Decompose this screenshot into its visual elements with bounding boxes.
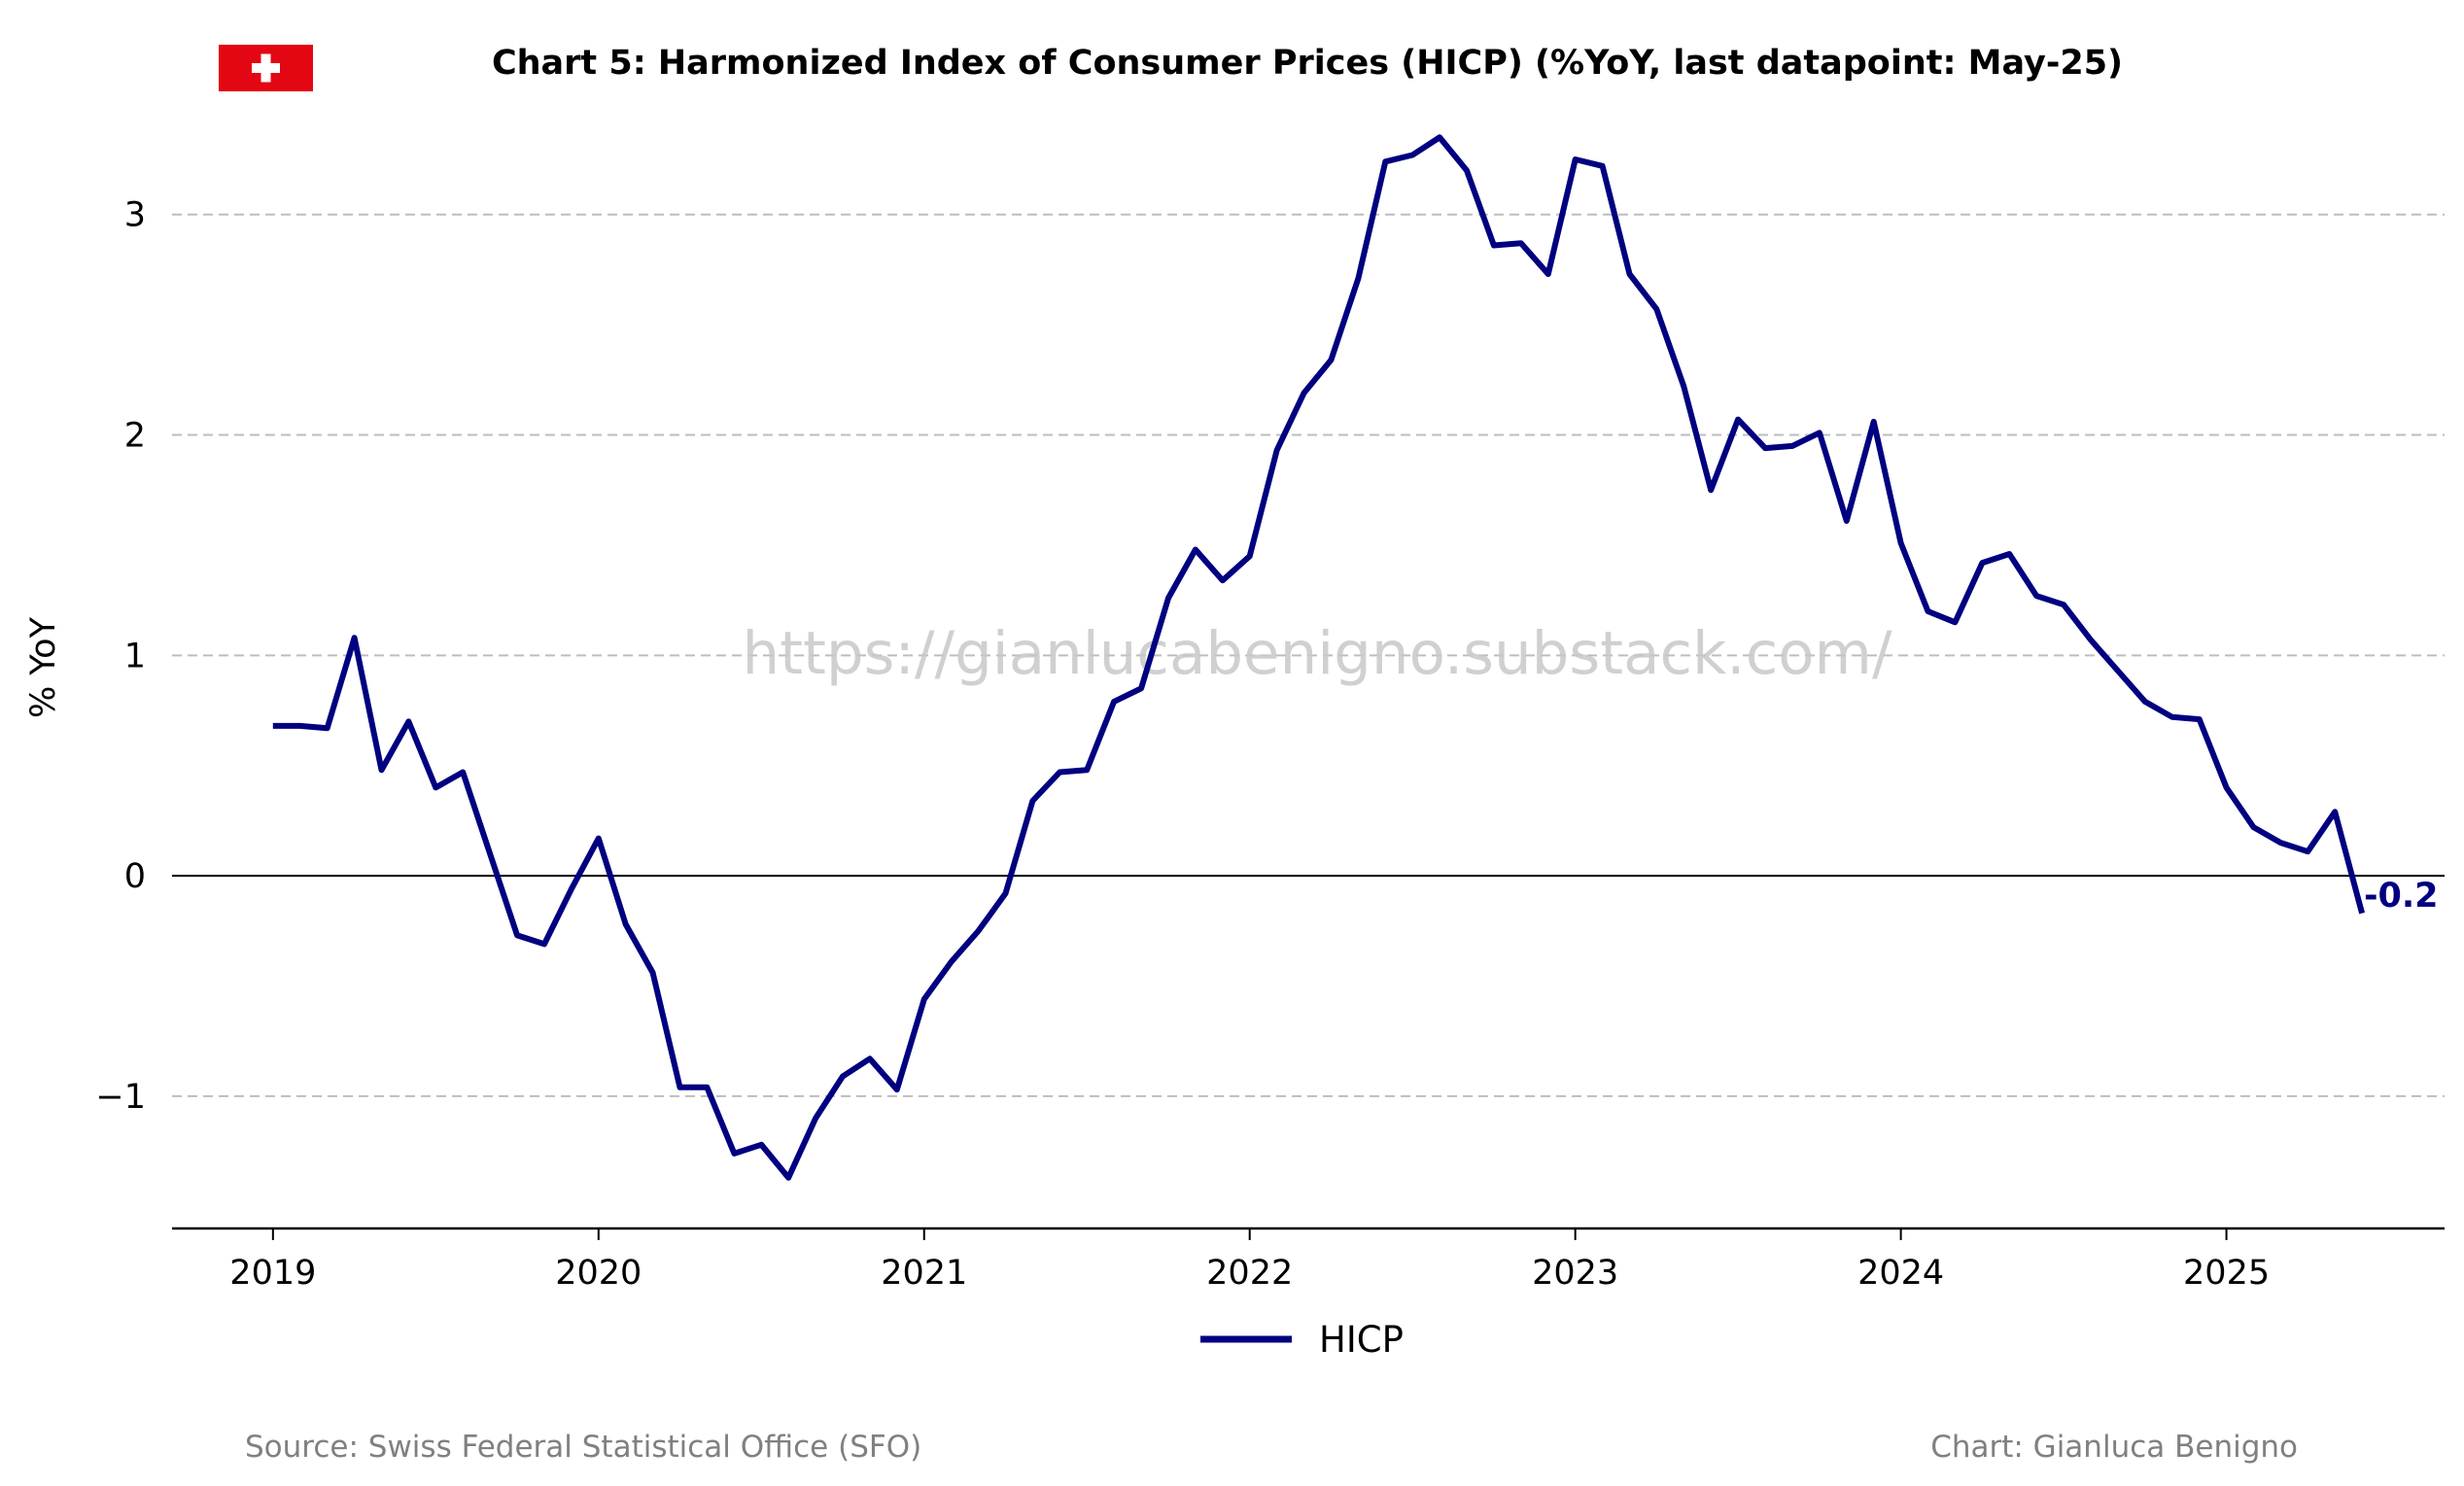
y-tick-label: 3 [124,196,146,235]
y-axis: −1 0 1 2 3 [95,196,146,1117]
y-tick-label: 1 [124,637,146,675]
legend: HICP [1200,1319,1404,1361]
footer-source: Source: Swiss Federal Statistical Office… [245,1430,921,1465]
watermark: https://gianlucabenigno.substack.com/ [742,619,1892,688]
footer-credit: Chart: Gianluca Benigno [1930,1430,2298,1465]
x-tick-label: 2022 [1206,1254,1293,1293]
swiss-flag-icon [219,45,313,91]
x-tick-label: 2024 [1857,1254,1944,1293]
y-tick-label: −1 [95,1078,146,1117]
chart-title: Chart 5: Harmonized Index of Consumer Pr… [492,44,2123,83]
y-tick-label: 2 [124,417,146,456]
series-lines [272,134,2365,1181]
legend-label-hicp: HICP [1319,1319,1404,1361]
y-tick-label: 0 [124,857,146,896]
x-tick-label: 2021 [881,1254,967,1293]
x-tick-label: 2025 [2183,1254,2270,1293]
last-value-label: -0.2 [2364,877,2439,916]
series-line-hicp [272,134,2365,1181]
x-tick-label: 2023 [1532,1254,1618,1293]
x-tick-label: 2019 [229,1254,316,1293]
x-axis: 2019 2020 2021 2022 2023 2024 2025 [172,1227,2445,1293]
x-tick-label: 2020 [555,1254,642,1293]
grid-lines [172,213,2445,1097]
y-axis-label: % YoY [24,616,63,718]
